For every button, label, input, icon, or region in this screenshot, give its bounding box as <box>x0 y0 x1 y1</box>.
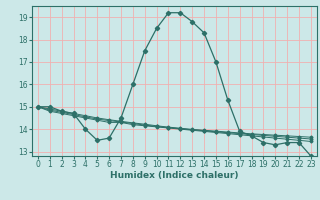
X-axis label: Humidex (Indice chaleur): Humidex (Indice chaleur) <box>110 171 239 180</box>
